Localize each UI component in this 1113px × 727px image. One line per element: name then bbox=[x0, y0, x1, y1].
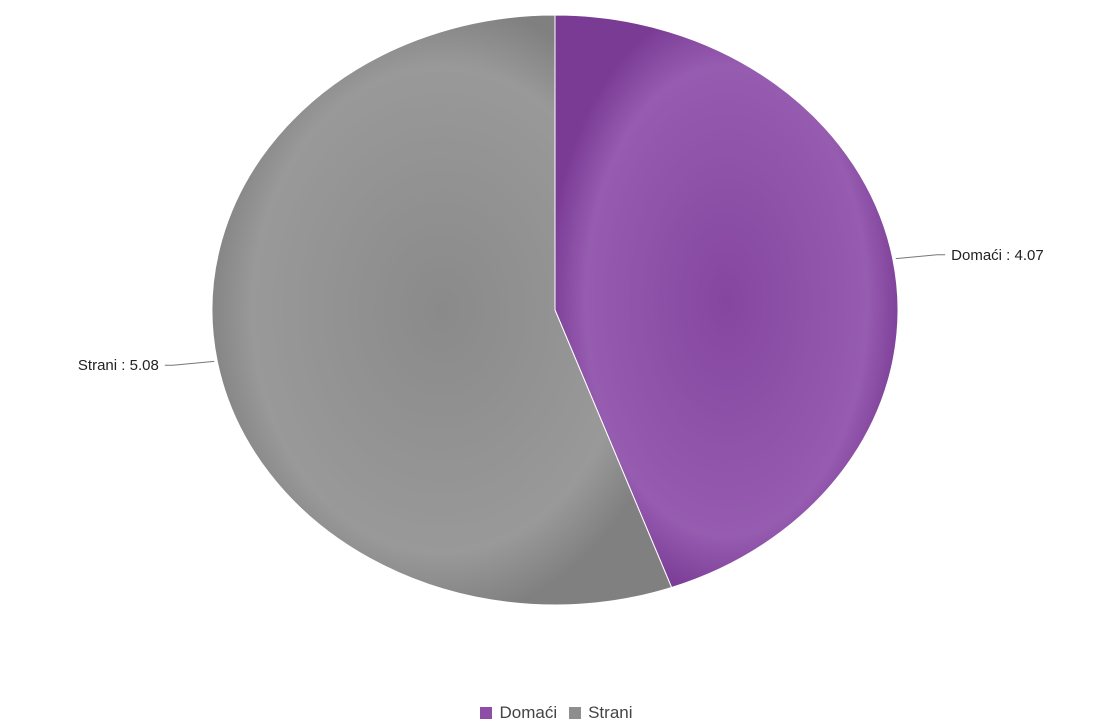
legend-swatch-domaci bbox=[480, 707, 493, 719]
legend-label-domaci: Domaći bbox=[499, 703, 558, 722]
slice-label-strani: Strani : 5.08 bbox=[78, 357, 159, 374]
slice-label-domaci: Domaći : 4.07 bbox=[951, 247, 1044, 264]
connectors-layer bbox=[164, 254, 946, 366]
legend-item-domaci[interactable]: Domaći bbox=[480, 703, 557, 723]
labels-layer: Domaći : 4.07 Strani : 5.08 bbox=[78, 247, 1044, 374]
legend: Domaći Strani bbox=[0, 700, 1113, 726]
legend-swatch-strani bbox=[569, 707, 582, 719]
slices-layer bbox=[211, 14, 899, 606]
legend-label-strani: Strani bbox=[588, 703, 633, 722]
legend-item-strani[interactable]: Strani bbox=[569, 703, 633, 723]
pie-slice-domaci[interactable] bbox=[554, 14, 899, 589]
pie-slice-strani[interactable] bbox=[211, 14, 673, 606]
label-connector-strani bbox=[164, 360, 215, 366]
label-connector-domaci bbox=[895, 254, 946, 260]
